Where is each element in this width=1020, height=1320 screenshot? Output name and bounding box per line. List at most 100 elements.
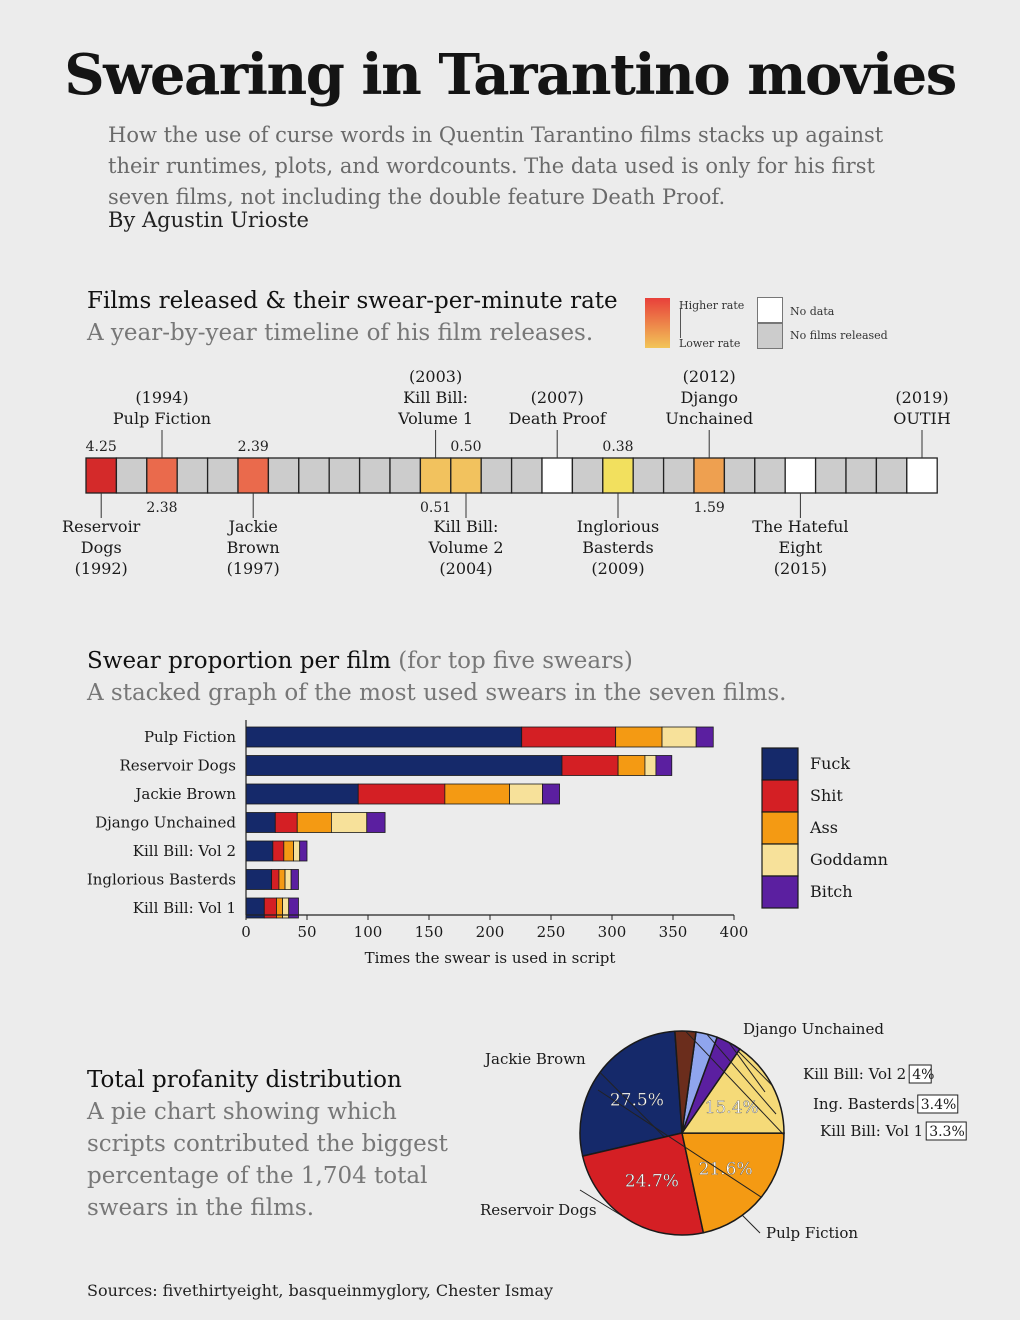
pie-label-django-unchained: Django Unchained: [743, 1020, 884, 1038]
bar-jackie-brown-fuck: [245, 783, 359, 805]
bar-pulp-fiction-ass: [615, 726, 663, 748]
bar-inglorious-basterds-ass: [278, 869, 286, 890]
timeline-cell-1992: [85, 457, 118, 494]
legend-swatch-fuck: [761, 747, 799, 781]
pie-section-title: Total profanity distribution: [87, 1067, 402, 1093]
film-label-2012-line-2: Unchained: [665, 409, 753, 428]
rate-label-2012: 1.59: [694, 500, 725, 516]
pie-leader-kill-bill-vol-1: [685, 1030, 785, 1136]
timeline-cell-2009: [602, 457, 634, 494]
bar-category-jackie-brown: Jackie Brown: [133, 785, 236, 803]
bar-pulp-fiction-bitch: [695, 726, 714, 748]
timeline-cell-2014: [754, 457, 786, 494]
legend-label-bitch: Bitch: [810, 882, 853, 901]
timeline-cell-2002: [389, 457, 422, 494]
timeline-cell-2019: [906, 457, 938, 494]
bar-pulp-fiction-shit: [521, 726, 617, 748]
bar-kill-bill-vol-2-fuck: [245, 840, 274, 862]
bar-jackie-brown-goddamn: [509, 783, 543, 805]
timeline-cell-2007: [541, 457, 574, 494]
bar-kill-bill-vol-1-bitch: [288, 897, 299, 919]
film-label-2004-line-2: (2004): [439, 559, 492, 578]
page-subtitle: How the use of curse words in Quentin Ta…: [108, 123, 884, 209]
film-label-2009-line-1: Basterds: [582, 538, 654, 557]
rate-label-2003: 0.51: [420, 500, 451, 516]
pie-leader-kill-bill-vol-2: [728, 1042, 766, 1093]
timeline-cell-2010: [632, 457, 665, 494]
pie-label-ing-basterds: Ing. Basterds: [813, 1095, 915, 1113]
timeline-cell-2012: [693, 457, 726, 494]
timeline-cell-1999: [298, 457, 330, 494]
timeline-cell-2000: [328, 457, 361, 494]
film-label-2004-line-0: Kill Bill:: [434, 517, 499, 536]
film-label-1994-line-0: (1994): [135, 388, 188, 407]
timeline-cell-2003: [419, 457, 452, 494]
rate-label-1992: 4.25: [86, 439, 117, 455]
bar-category-pulp-fiction: Pulp Fiction: [144, 728, 236, 746]
bar-section-title: Swear proportion per film (for top five …: [87, 648, 633, 674]
page-title: Swearing in Tarantino movies: [64, 42, 957, 108]
bar-inglorious-basterds-bitch: [290, 869, 299, 890]
pie-pct-ing-basterds: 3.4%: [921, 1097, 957, 1113]
legend-label-fuck: Fuck: [810, 754, 850, 773]
pie-label-kill-bill-vol-1: Kill Bill: Vol 1: [820, 1122, 923, 1140]
bar-category-kill-bill-vol-1: Kill Bill: Vol 1: [133, 899, 236, 917]
bar-kill-bill-vol-2-goddamn: [293, 840, 301, 862]
bar-django-unchained-bitch: [366, 812, 386, 833]
timeline-cell-1997: [237, 457, 270, 494]
film-label-2019-line-0: (2019): [895, 388, 948, 407]
film-label-2015-line-1: Eight: [779, 538, 823, 557]
bar-reservoir-dogs-fuck: [245, 755, 563, 776]
rate-label-1994: 2.38: [146, 500, 177, 516]
bar-section-title-note: (for top five swears): [398, 648, 633, 674]
pie-pct-box-ing-basterds: [917, 1094, 959, 1114]
legend-swatch-shit: [761, 779, 799, 813]
pie-label-reservoir-dogs: Reservoir Dogs: [480, 1201, 597, 1219]
timeline-cell-2013: [723, 457, 756, 494]
bar-inglorious-basterds-fuck: [245, 869, 273, 890]
pie-label-jackie-brown: Jackie Brown: [483, 1050, 586, 1068]
bar-django-unchained-fuck: [245, 812, 276, 833]
pie-label-kill-bill-vol-2: Kill Bill: Vol 2: [803, 1065, 906, 1083]
rate-label-2004: 0.50: [450, 439, 481, 455]
legend-higher-rate: Higher rate: [679, 299, 745, 312]
film-label-1997-line-1: Brown: [227, 538, 280, 557]
timeline-cell-2017: [845, 457, 878, 494]
bar-kill-bill-vol-2-ass: [283, 840, 294, 862]
film-label-1992-line-2: (1992): [75, 559, 128, 578]
pie-pct-box-kill-bill-vol-2: [908, 1064, 932, 1084]
bar-category-django-unchained: Django Unchained: [95, 814, 236, 832]
x-tick-label-150: 150: [415, 923, 444, 941]
bar-category-inglorious-basterds: Inglorious Basterds: [87, 871, 236, 889]
film-label-1994-line-1: Pulp Fiction: [113, 409, 211, 428]
bar-reservoir-dogs-shit: [561, 755, 619, 776]
pie-slice-reservoir-dogs: [581, 1132, 705, 1236]
no-data-swatch: [757, 297, 783, 323]
timeline-cell-2006: [510, 457, 543, 494]
pie-pct-django-unchained: 15.4%: [705, 1098, 759, 1118]
film-label-2007-line-0: (2007): [531, 388, 584, 407]
bar-pulp-fiction-fuck: [245, 726, 523, 748]
pie-pct-jackie-brown: 21.6%: [699, 1159, 753, 1179]
pie-section-subtitle: A pie chart showing which scripts contri…: [87, 1099, 448, 1221]
film-label-2012-line-0: (2012): [683, 367, 736, 386]
pie-pct-box-kill-bill-vol-1: [925, 1121, 967, 1141]
x-tick-label-300: 300: [598, 923, 627, 941]
pie-leader-ing-basterds: [706, 1033, 777, 1115]
bar-section-subtitle: A stacked graph of the most used swears …: [87, 680, 787, 706]
timeline-cell-1995: [176, 457, 209, 494]
timeline-cell-2011: [662, 457, 695, 494]
film-label-2009-line-0: Inglorious: [577, 517, 660, 536]
timeline-cell-2015: [784, 457, 817, 494]
film-label-2003-line-2: Volume 1: [397, 409, 473, 428]
bar-reservoir-dogs-ass: [617, 755, 646, 776]
legend-no-data: No data: [790, 305, 835, 318]
legend-no-films: No films released: [790, 329, 888, 342]
timeline-cell-1996: [206, 457, 239, 494]
pie-label-pulp-fiction: Pulp Fiction: [766, 1224, 858, 1242]
pie-pct-reservoir-dogs: 24.7%: [625, 1171, 679, 1191]
film-label-1992-line-1: Dogs: [81, 538, 122, 557]
film-label-2012-line-1: Django: [680, 388, 738, 407]
pie-chart: 27.5% Pulp Fiction 24.7% Reservoir Dogs 21.6…: [480, 1020, 967, 1242]
x-tick-label-0: 0: [241, 923, 251, 941]
